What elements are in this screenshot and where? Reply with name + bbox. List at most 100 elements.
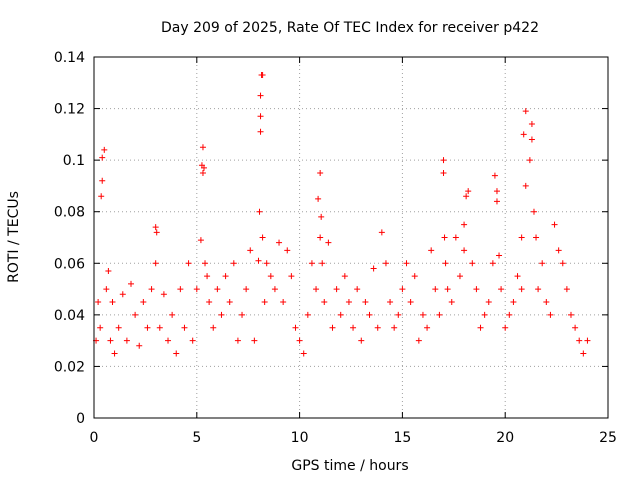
data-point xyxy=(99,177,106,184)
data-point xyxy=(257,128,264,135)
data-point xyxy=(173,350,180,357)
y-tick-label: 0.14 xyxy=(54,50,85,66)
data-point xyxy=(132,311,139,318)
data-point xyxy=(403,260,410,267)
data-point xyxy=(350,324,357,331)
data-point xyxy=(140,298,147,305)
data-point xyxy=(436,311,443,318)
y-axis-label: ROTI / TECUs xyxy=(6,191,22,283)
data-point xyxy=(321,298,328,305)
data-point xyxy=(506,311,513,318)
data-point xyxy=(199,170,206,177)
data-point xyxy=(271,286,278,293)
data-point xyxy=(317,170,324,177)
data-point xyxy=(200,164,207,171)
data-point xyxy=(234,337,241,344)
data-point xyxy=(107,337,114,344)
data-point xyxy=(461,247,468,254)
data-point xyxy=(491,172,498,179)
data-points xyxy=(93,72,591,357)
data-point xyxy=(567,311,574,318)
y-tick-label: 0.02 xyxy=(54,359,85,375)
data-point xyxy=(481,311,488,318)
data-point xyxy=(204,273,211,280)
data-point xyxy=(261,298,268,305)
y-tick-label: 0.08 xyxy=(54,205,85,221)
data-point xyxy=(461,221,468,228)
data-point xyxy=(317,234,324,241)
data-point xyxy=(518,234,525,241)
chart-title: Day 209 of 2025, Rate Of TEC Index for r… xyxy=(161,20,539,36)
data-point xyxy=(101,146,108,153)
data-point xyxy=(391,324,398,331)
y-tick-label: 0 xyxy=(76,411,85,427)
data-point xyxy=(543,298,550,305)
x-tick-label: 25 xyxy=(599,430,617,446)
data-point xyxy=(169,311,176,318)
data-point xyxy=(319,260,326,267)
data-point xyxy=(152,224,159,231)
data-point xyxy=(267,273,274,280)
data-point xyxy=(469,260,476,267)
data-point xyxy=(98,193,105,200)
data-point xyxy=(442,260,449,267)
data-point xyxy=(432,286,439,293)
data-point xyxy=(292,324,299,331)
data-point xyxy=(177,286,184,293)
data-point xyxy=(547,311,554,318)
data-point xyxy=(395,311,402,318)
data-point xyxy=(128,280,135,287)
data-point xyxy=(485,298,492,305)
data-point xyxy=(193,286,200,293)
data-point xyxy=(109,298,116,305)
data-point xyxy=(510,298,517,305)
data-point xyxy=(374,324,381,331)
grid-lines xyxy=(94,57,608,418)
data-point xyxy=(555,247,562,254)
plot-frame xyxy=(93,56,609,419)
data-point xyxy=(580,350,587,357)
data-point xyxy=(210,324,217,331)
data-point xyxy=(452,234,459,241)
data-point xyxy=(296,337,303,344)
x-tick-label: 10 xyxy=(291,430,309,446)
data-point xyxy=(199,144,206,151)
data-point xyxy=(465,188,472,195)
data-point xyxy=(276,239,283,246)
data-point xyxy=(522,182,529,189)
data-point xyxy=(514,273,521,280)
data-point xyxy=(399,286,406,293)
data-point xyxy=(148,286,155,293)
data-point xyxy=(440,170,447,177)
data-point xyxy=(95,298,102,305)
data-point xyxy=(313,286,320,293)
data-point xyxy=(530,208,537,215)
data-point xyxy=(498,286,505,293)
data-point xyxy=(214,286,221,293)
data-point xyxy=(358,337,365,344)
data-point xyxy=(366,311,373,318)
data-point xyxy=(99,154,106,161)
x-tick-label: 0 xyxy=(90,430,99,446)
data-point xyxy=(123,337,130,344)
data-point xyxy=(502,324,509,331)
data-point xyxy=(387,298,394,305)
data-point xyxy=(441,234,448,241)
data-point xyxy=(584,337,591,344)
data-point xyxy=(415,337,422,344)
data-point xyxy=(539,260,546,267)
data-point xyxy=(522,108,529,115)
data-point xyxy=(251,337,258,344)
axes: 0 0.02 0.04 0.06 0.08 0.1 0.12 0.14 0 5 10 15 20 25 xyxy=(54,50,617,446)
data-point xyxy=(257,92,264,99)
data-point xyxy=(206,298,213,305)
data-point xyxy=(572,324,579,331)
data-point xyxy=(535,286,542,293)
data-point xyxy=(341,273,348,280)
data-point xyxy=(362,298,369,305)
data-point xyxy=(448,298,455,305)
data-point xyxy=(533,234,540,241)
data-point xyxy=(354,286,361,293)
y-tick-label: 0.1 xyxy=(63,153,85,169)
data-point xyxy=(218,311,225,318)
